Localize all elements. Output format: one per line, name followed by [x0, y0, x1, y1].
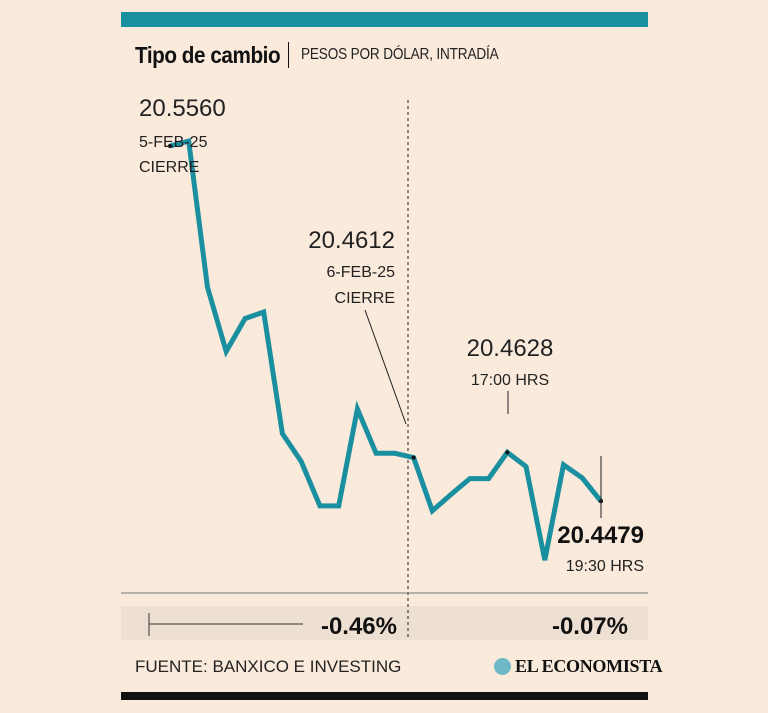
publisher-name: EL ECONOMISTA [515, 656, 663, 676]
annotated-point-2 [505, 450, 510, 455]
chart-header: Tipo de cambio PESOS POR DÓLAR, INTRADÍA [135, 38, 534, 72]
annotation-end-value: 20.4479 [557, 522, 644, 549]
annotation-mid-value: 20.4612 [308, 227, 395, 254]
change-second-label: -0.07% [552, 613, 628, 640]
annotated-point-1 [411, 455, 416, 460]
publisher-logo: EL ECONOMISTA [494, 656, 663, 677]
change-bar [121, 606, 648, 640]
leader-mid [364, 309, 407, 425]
title-separator [288, 42, 290, 68]
annotation-1700-note: 17:00 HRS [471, 372, 549, 389]
chart-title: Tipo de cambio [135, 41, 281, 68]
top-accent-bar [121, 12, 648, 27]
chart-subtitle: PESOS POR DÓLAR, INTRADÍA [301, 46, 499, 63]
annotation-end-note: 19:30 HRS [566, 558, 644, 575]
change-first-label: -0.46% [321, 613, 397, 640]
bottom-rule [121, 692, 648, 700]
annotation-mid-date: 6-FEB-25 [327, 264, 396, 281]
annotation-mid-note: CIERRE [335, 290, 395, 307]
source-note: FUENTE: BANXICO E INVESTING [135, 657, 402, 676]
annotation-start-date: 5-FEB-25 [139, 134, 208, 151]
annotation-start-note: CIERRE [139, 159, 199, 176]
series-line [169, 137, 603, 561]
annotated-point-0 [168, 144, 172, 149]
globe-icon [494, 658, 511, 675]
annotation-1700-value: 20.4628 [467, 335, 554, 362]
annotation-start-value: 20.5560 [139, 95, 226, 122]
data-points [168, 144, 603, 504]
